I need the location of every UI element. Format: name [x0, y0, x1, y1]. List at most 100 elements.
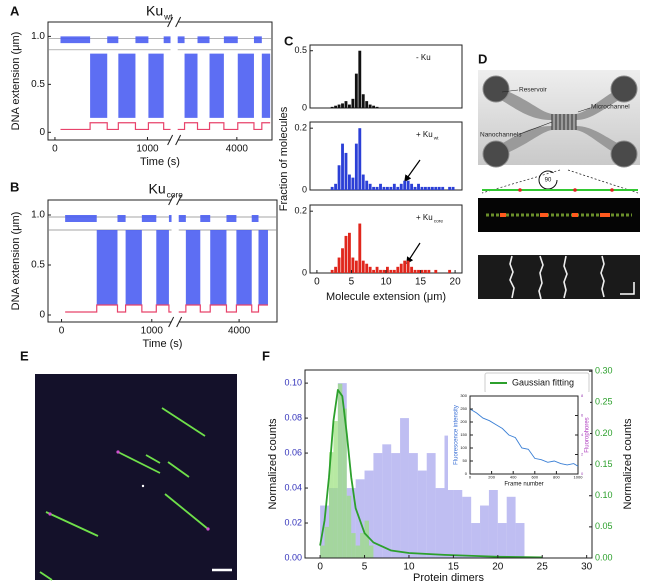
- intensity-trace: [469, 408, 579, 467]
- bar: [441, 186, 445, 190]
- plot-frame: [47, 199, 278, 323]
- arrow: [404, 159, 421, 183]
- axis-label: Normalized counts: [267, 418, 279, 510]
- bar: [471, 523, 481, 558]
- bar: [341, 103, 344, 108]
- bar: [364, 470, 374, 558]
- bar: [392, 269, 396, 273]
- extension-trace: [60, 36, 171, 118]
- axis-break-mark: [168, 316, 175, 328]
- tick-label: 0.15: [595, 459, 613, 469]
- axis-label: Time (s): [140, 156, 180, 168]
- dna-molecule: [39, 407, 209, 581]
- tick-label: 0.04: [284, 482, 302, 492]
- bar: [364, 520, 369, 558]
- bar: [344, 235, 348, 273]
- bar: [434, 269, 438, 273]
- bar: [382, 269, 386, 273]
- bar: [324, 526, 329, 558]
- bar: [426, 453, 436, 558]
- tick-label: 400: [510, 475, 517, 480]
- axis-break-mark: [176, 316, 183, 328]
- panel-letter: D: [478, 51, 487, 66]
- tick-label: 4: [581, 432, 584, 437]
- reservoir: [610, 75, 638, 103]
- bar: [368, 104, 372, 108]
- bar: [480, 505, 489, 558]
- bar: [344, 152, 348, 190]
- tick-label: 0.5: [294, 45, 307, 55]
- axis-break-mark: [167, 134, 174, 146]
- tick-label: 0: [581, 471, 584, 476]
- bar: [358, 50, 362, 108]
- bar: [382, 444, 392, 558]
- scale-bar: [620, 282, 635, 295]
- nanochannels: [551, 114, 577, 130]
- bar: [410, 266, 414, 273]
- leader-line: [519, 121, 553, 135]
- tick-label: 15: [415, 277, 427, 288]
- reservoir: [610, 140, 638, 168]
- tick-label: 200: [488, 475, 495, 480]
- panel-letter: E: [20, 348, 29, 363]
- protein-dot: [573, 188, 577, 192]
- bar: [365, 180, 369, 190]
- tick-label: 6: [581, 413, 584, 418]
- plot-frame: [304, 369, 593, 559]
- tick-label: 0.25: [595, 397, 613, 407]
- bar: [342, 408, 347, 558]
- title: + Ku: [416, 213, 433, 222]
- bar: [337, 257, 341, 273]
- tick-label: 50: [463, 458, 468, 463]
- bar: [330, 186, 334, 190]
- tick-label: 0.00: [284, 552, 302, 562]
- flow-signal: [178, 304, 268, 313]
- plot-frame: [309, 204, 463, 274]
- tick-label: 2: [581, 452, 584, 457]
- tick-label: 200: [460, 419, 467, 424]
- bar: [351, 533, 356, 558]
- bar: [337, 165, 341, 190]
- tick-label: 0: [314, 277, 320, 288]
- bar: [417, 470, 427, 558]
- tick-label: 800: [553, 475, 560, 480]
- bar: [330, 106, 334, 108]
- tick-label: 0.02: [284, 517, 302, 527]
- plot-frame: [309, 121, 463, 191]
- bar: [448, 186, 452, 190]
- bar: [320, 545, 325, 558]
- axis-label: Fraction of molecules: [278, 106, 290, 211]
- axis-break-mark: [175, 134, 182, 146]
- bar: [410, 183, 414, 190]
- bar: [424, 269, 427, 273]
- title: + Ku: [416, 130, 433, 139]
- flow-signal: [177, 122, 271, 131]
- bar: [337, 383, 343, 558]
- bar: [354, 260, 358, 273]
- bar: [451, 186, 455, 190]
- axis-label: Normalized counts: [622, 418, 634, 510]
- bar: [399, 263, 403, 273]
- tick-label: 0: [39, 310, 45, 321]
- panel-letter: A: [10, 3, 20, 18]
- bar: [515, 523, 525, 558]
- bar: [413, 269, 417, 273]
- bar: [351, 98, 355, 108]
- tick-label: 10: [403, 562, 415, 573]
- bar: [341, 248, 344, 273]
- tick-label: 0: [302, 102, 307, 112]
- bar: [348, 232, 351, 273]
- tick-label: 0.2: [294, 123, 307, 133]
- tick-label: 10: [380, 277, 392, 288]
- protein-dot: [141, 484, 145, 488]
- tick-label: 1000: [141, 326, 164, 337]
- bar: [444, 435, 454, 558]
- bar: [506, 496, 516, 558]
- bar: [392, 183, 396, 190]
- bar: [417, 269, 420, 273]
- flow-signal: [60, 122, 171, 131]
- bar: [361, 94, 365, 108]
- leader-line: [501, 89, 519, 93]
- tick-label: 20: [492, 562, 504, 573]
